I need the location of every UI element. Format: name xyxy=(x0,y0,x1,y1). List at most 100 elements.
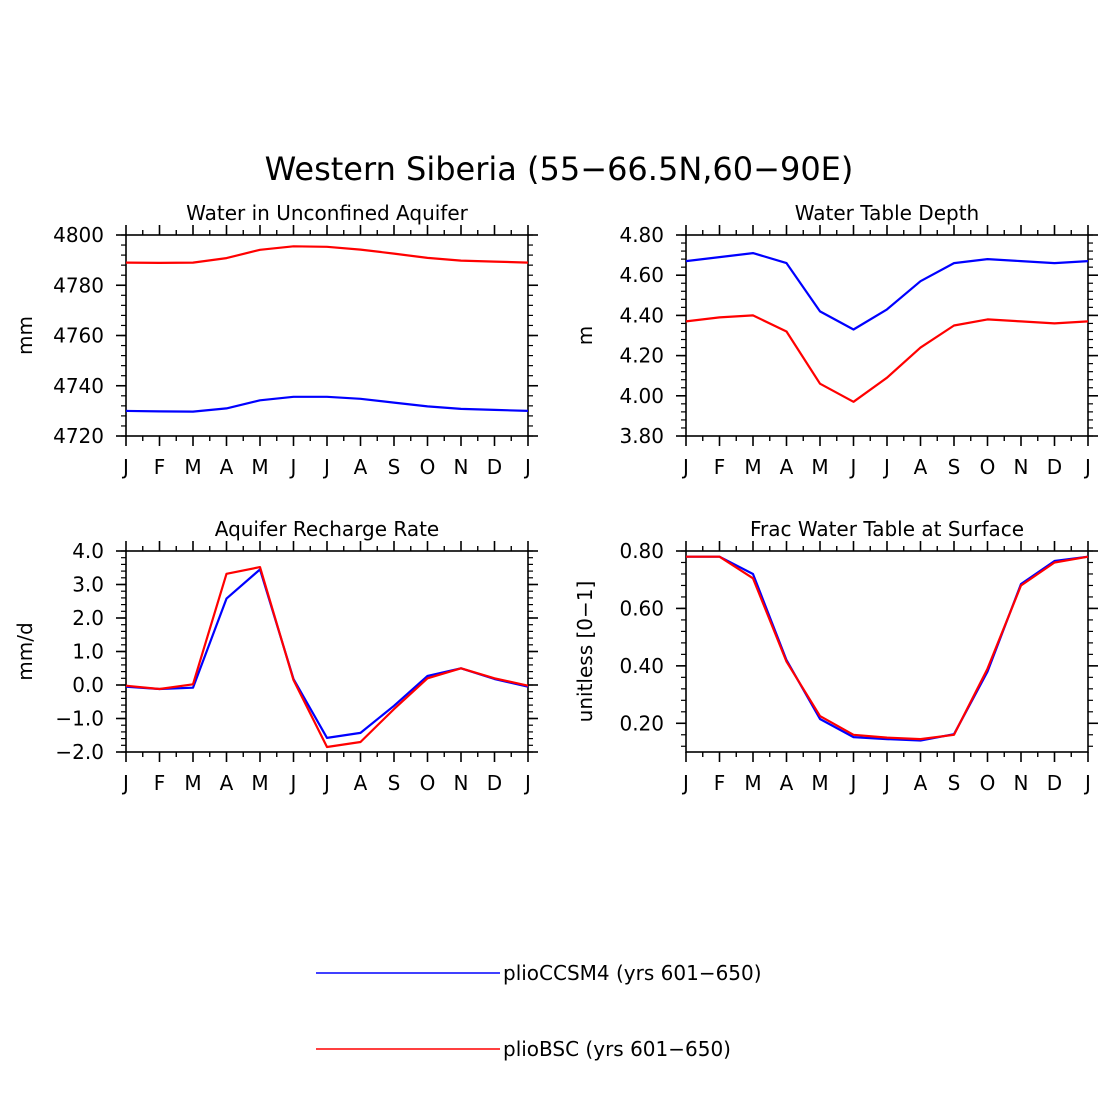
x-tick-label: D xyxy=(487,455,502,479)
series-line-pliobsc xyxy=(125,565,529,749)
y-tick-label: 0.20 xyxy=(619,711,664,735)
x-tick-label: M xyxy=(811,455,828,479)
series-line-pliobsc xyxy=(125,245,529,264)
x-tick-label: J xyxy=(523,455,531,479)
x-tick-label: A xyxy=(354,771,368,795)
y-tick-label: 4.40 xyxy=(619,303,664,327)
chart-panel-4: Frac Water Table at Surface unitless [0−1… xyxy=(573,517,1098,795)
x-tick-label: J xyxy=(681,455,689,479)
legend-label: plioCCSM4 (yrs 601−650) xyxy=(503,961,762,985)
y-tick-label: 0.60 xyxy=(619,596,664,620)
x-tick-label: M xyxy=(811,771,828,795)
y-tick-label: −2.0 xyxy=(55,740,104,764)
y-tick-label: 2.0 xyxy=(72,606,104,630)
series-line-pliobsc xyxy=(686,555,1089,741)
x-tick-label: F xyxy=(154,455,166,479)
y-tick-label: 4720 xyxy=(53,424,104,448)
x-tick-label: J xyxy=(289,455,297,479)
x-tick-label: J xyxy=(1083,455,1091,479)
x-tick-label: O xyxy=(980,455,996,479)
y-tick-label: 0.80 xyxy=(619,539,664,563)
y-axis-label: mm/d xyxy=(13,622,37,680)
figure-title: Western Siberia (55−66.5N,60−90E) xyxy=(265,150,854,188)
x-tick-label: F xyxy=(714,455,726,479)
y-axis-label: unitless [0−1] xyxy=(573,581,597,723)
x-tick-label: D xyxy=(487,771,502,795)
x-tick-label: D xyxy=(1047,771,1062,795)
x-tick-label: J xyxy=(882,771,890,795)
x-tick-label: M xyxy=(184,771,201,795)
panel-title: Water Table Depth xyxy=(795,201,979,225)
panel-title: Water in Unconfined Aquifer xyxy=(186,201,469,225)
x-tick-label: F xyxy=(154,771,166,795)
legend-item: plioCCSM4 (yrs 601−650) xyxy=(316,961,762,985)
x-tick-label: J xyxy=(681,771,689,795)
x-tick-label: J xyxy=(289,771,297,795)
y-tick-label: −1.0 xyxy=(55,707,104,731)
y-tick-label: 4740 xyxy=(53,374,104,398)
x-tick-label: S xyxy=(948,771,961,795)
x-tick-label: S xyxy=(948,455,961,479)
legend-label: plioBSC (yrs 601−650) xyxy=(503,1037,731,1061)
x-tick-label: M xyxy=(744,771,761,795)
x-tick-label: J xyxy=(849,455,857,479)
x-tick-label: J xyxy=(322,455,330,479)
x-tick-label: A xyxy=(914,455,928,479)
series-line-pliocssm4 xyxy=(686,555,1089,742)
y-tick-label: 4.00 xyxy=(619,384,664,408)
y-tick-label: 1.0 xyxy=(72,640,104,664)
y-tick-label: 4.60 xyxy=(619,263,664,287)
x-tick-label: D xyxy=(1047,455,1062,479)
x-tick-label: O xyxy=(980,771,996,795)
y-axis-label: m xyxy=(573,326,597,345)
x-tick-label: M xyxy=(251,455,268,479)
y-tick-label: 4780 xyxy=(53,273,104,297)
x-tick-label: O xyxy=(420,771,436,795)
y-tick-label: 3.80 xyxy=(619,424,664,448)
x-tick-label: N xyxy=(454,455,469,479)
y-axis-label: mm xyxy=(13,316,37,355)
y-tick-label: 0.0 xyxy=(72,673,104,697)
panel-title: Frac Water Table at Surface xyxy=(750,517,1024,541)
series-line-pliocssm4 xyxy=(125,395,529,413)
x-tick-label: A xyxy=(914,771,928,795)
y-tick-label: 3.0 xyxy=(72,573,104,597)
x-tick-label: O xyxy=(420,455,436,479)
x-tick-label: M xyxy=(184,455,201,479)
x-tick-label: M xyxy=(744,455,761,479)
y-tick-label: 4.20 xyxy=(619,344,664,368)
x-tick-label: J xyxy=(849,771,857,795)
panel-title: Aquifer Recharge Rate xyxy=(215,517,440,541)
y-tick-label: 4800 xyxy=(53,223,104,247)
x-tick-label: N xyxy=(454,771,469,795)
x-tick-label: N xyxy=(1014,771,1029,795)
x-tick-label: A xyxy=(220,771,234,795)
legend: plioCCSM4 (yrs 601−650) plioBSC (yrs 601−… xyxy=(316,961,762,1061)
x-tick-label: J xyxy=(523,771,531,795)
y-tick-label: 4.80 xyxy=(619,223,664,247)
x-tick-label: F xyxy=(714,771,726,795)
y-tick-label: 4760 xyxy=(53,324,104,348)
x-tick-label: A xyxy=(780,771,794,795)
x-tick-label: A xyxy=(780,455,794,479)
y-tick-label: 0.40 xyxy=(619,654,664,678)
x-tick-label: A xyxy=(220,455,234,479)
x-tick-label: J xyxy=(121,771,129,795)
x-tick-label: S xyxy=(388,455,401,479)
series-line-pliocssm4 xyxy=(685,252,1089,331)
y-tick-label: 4.0 xyxy=(72,539,104,563)
legend-item: plioBSC (yrs 601−650) xyxy=(316,1037,731,1061)
x-tick-label: S xyxy=(388,771,401,795)
series-line-pliobsc xyxy=(685,314,1089,403)
x-tick-label: M xyxy=(251,771,268,795)
x-tick-label: J xyxy=(121,455,129,479)
x-tick-label: N xyxy=(1014,455,1029,479)
x-tick-label: J xyxy=(322,771,330,795)
x-tick-label: J xyxy=(1083,771,1091,795)
